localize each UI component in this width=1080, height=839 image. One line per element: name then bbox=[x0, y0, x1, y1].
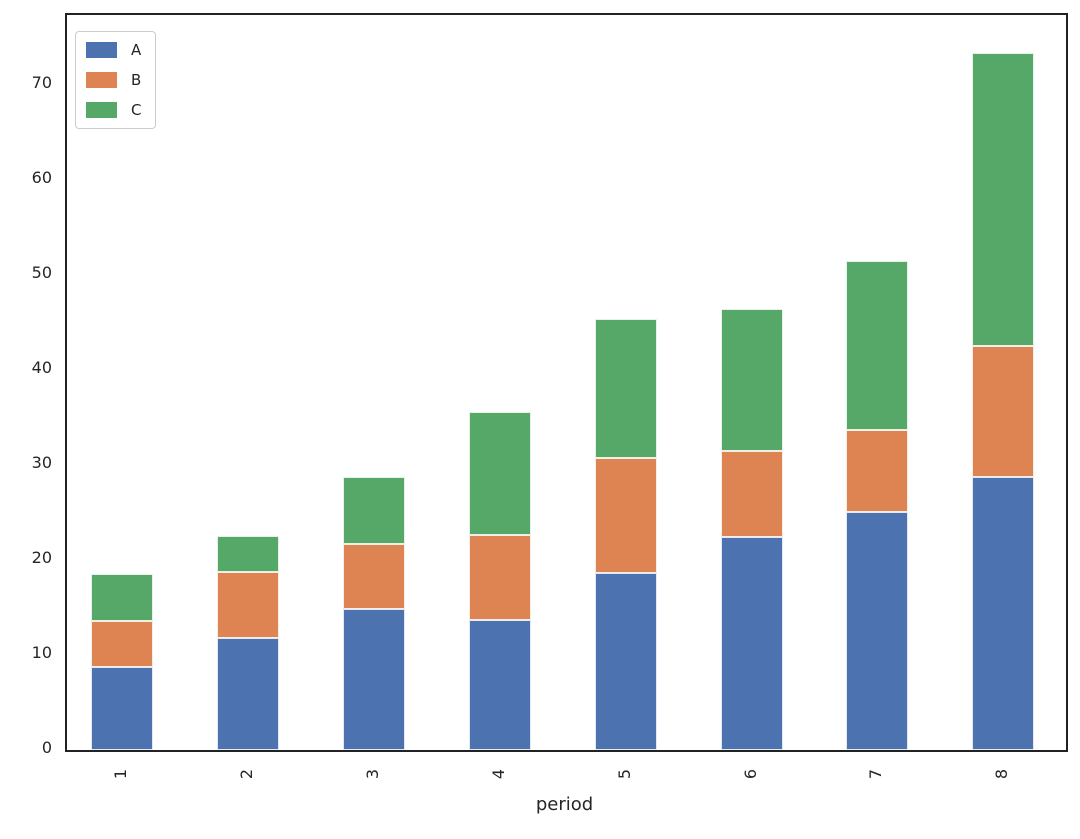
y-tick-label-0: 0 bbox=[41, 738, 52, 757]
bar-segment-C-5 bbox=[594, 318, 657, 458]
bar-segment-B-5 bbox=[594, 457, 657, 574]
bar-segment-B-3 bbox=[342, 543, 405, 610]
bar-segment-A-3 bbox=[342, 609, 405, 750]
y-tick-label-40: 40 bbox=[31, 358, 52, 378]
x-tick-label-6: 6 bbox=[740, 768, 759, 780]
x-tick-label-2: 2 bbox=[236, 768, 256, 780]
bar-segment-B-6 bbox=[720, 450, 783, 538]
legend-item-b: B bbox=[86, 71, 141, 89]
bar-segment-C-4 bbox=[468, 411, 531, 536]
bar-segment-B-2 bbox=[216, 572, 279, 638]
x-tick-label-3: 3 bbox=[362, 768, 382, 780]
legend-item-a: A bbox=[86, 41, 141, 59]
bars-layer bbox=[67, 15, 1066, 750]
bar-segment-A-4 bbox=[468, 619, 531, 750]
bar-segment-B-1 bbox=[91, 620, 153, 668]
bar-segment-B-7 bbox=[846, 430, 909, 512]
y-tick-label-70: 70 bbox=[31, 73, 52, 93]
bar-segment-B-8 bbox=[972, 346, 1035, 478]
legend-swatch-b bbox=[86, 72, 117, 88]
y-tick-label-20: 20 bbox=[31, 548, 52, 568]
legend: A B C bbox=[75, 31, 157, 129]
plot-area: A B C bbox=[65, 13, 1068, 752]
bar-segment-A-1 bbox=[91, 667, 153, 750]
bar-segment-A-5 bbox=[594, 573, 657, 750]
x-tick-label-1: 1 bbox=[110, 768, 130, 780]
x-tick-label-5: 5 bbox=[614, 768, 634, 780]
bar-segment-B-4 bbox=[468, 535, 531, 620]
legend-swatch-c bbox=[86, 102, 117, 118]
y-tick-label-50: 50 bbox=[31, 263, 52, 283]
bar-segment-C-2 bbox=[216, 536, 279, 573]
legend-swatch-a bbox=[86, 42, 117, 58]
legend-label-a: A bbox=[131, 41, 142, 59]
bar-segment-A-6 bbox=[720, 537, 783, 750]
x-tick-label-8: 8 bbox=[991, 768, 1011, 780]
legend-label-c: C bbox=[131, 101, 142, 119]
bar-segment-A-2 bbox=[216, 637, 279, 750]
x-tick-label-7: 7 bbox=[865, 768, 885, 780]
bar-segment-C-8 bbox=[972, 53, 1035, 347]
y-tick-label-60: 60 bbox=[31, 168, 52, 188]
x-tick-label-4: 4 bbox=[488, 768, 508, 780]
y-tick-label-30: 30 bbox=[31, 453, 52, 473]
bar-segment-C-3 bbox=[342, 477, 405, 544]
bar-segment-C-7 bbox=[846, 260, 909, 430]
x-axis-title: period bbox=[535, 794, 594, 815]
bar-segment-C-1 bbox=[91, 574, 153, 621]
legend-label-b: B bbox=[131, 71, 142, 89]
bar-segment-C-6 bbox=[720, 309, 783, 451]
legend-item-c: C bbox=[86, 101, 141, 119]
bar-segment-A-7 bbox=[846, 511, 909, 750]
y-tick-label-10: 10 bbox=[31, 643, 52, 663]
bar-segment-A-8 bbox=[972, 477, 1035, 750]
